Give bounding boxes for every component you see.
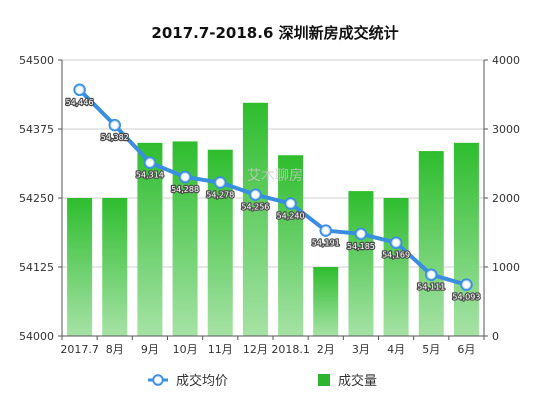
- legend-bar-swatch: [318, 374, 330, 386]
- x-tick-label: 5月: [422, 343, 440, 356]
- price-point: [178, 170, 192, 184]
- x-tick-label: 12月: [243, 343, 268, 356]
- bar: [172, 141, 198, 336]
- legend-label-volume: 成交量: [338, 373, 377, 389]
- bar: [102, 198, 128, 336]
- bar: [242, 102, 268, 336]
- right-tick-label: 1000: [492, 261, 520, 274]
- x-tick-label: 2月: [317, 343, 335, 356]
- data-label: 54,111: [417, 283, 445, 292]
- data-label: 54,288: [171, 185, 199, 194]
- bar: [348, 191, 374, 336]
- data-label: 54,240: [277, 212, 305, 221]
- legend-label-price: 成交均价: [176, 373, 228, 389]
- data-label: 54,185: [347, 242, 375, 251]
- right-tick-label: 4000: [492, 54, 520, 67]
- data-label: 54,278: [206, 191, 234, 200]
- x-tick-label: 9月: [141, 343, 159, 356]
- right-tick-label: 3000: [492, 123, 520, 136]
- data-label: 54,093: [452, 293, 480, 302]
- left-tick-label: 54375: [19, 123, 54, 136]
- price-point: [143, 156, 157, 169]
- left-tick-label: 54125: [19, 261, 54, 274]
- data-label: 54,169: [382, 251, 410, 260]
- left-tick-label: 54500: [19, 54, 54, 67]
- bar: [383, 198, 409, 336]
- price-point: [425, 268, 438, 281]
- x-tick-label: 11月: [208, 343, 233, 356]
- bar: [313, 267, 339, 336]
- data-label: 54,191: [312, 239, 340, 248]
- price-point: [249, 188, 262, 201]
- price-point: [284, 197, 297, 210]
- x-tick-label: 4月: [387, 343, 405, 356]
- x-tick-label: 2017.7: [60, 343, 99, 356]
- price-point: [73, 83, 86, 97]
- bar-layer: [67, 102, 479, 336]
- chart-title: 2017.7-2018.6 深圳新房成交统计: [151, 24, 398, 42]
- x-tick-label: 2018.1: [271, 343, 310, 356]
- data-label: 54,314: [136, 171, 164, 180]
- data-label: 54,446: [66, 98, 94, 107]
- price-point: [354, 227, 368, 241]
- x-tick-label: 6月: [457, 343, 475, 356]
- price-line: [77, 87, 469, 287]
- bar: [418, 151, 444, 336]
- axis-layer: 54000 54125 54250 54375 54500 0 1000 2000 3000 40…: [19, 54, 520, 356]
- price-point: [319, 224, 332, 237]
- bar: [137, 142, 163, 336]
- right-tick-label: 0: [492, 330, 499, 343]
- right-tick-label: 2000: [492, 192, 520, 205]
- x-tick-label: 8月: [106, 343, 124, 356]
- price-point: [214, 176, 227, 189]
- legend-line-marker: [152, 374, 164, 386]
- x-tick-label: 10月: [173, 343, 198, 356]
- line-layer: 54,446 54,382 54,314 54,288 54,278 54,256 54,2…: [64, 83, 482, 303]
- bar: [67, 198, 93, 336]
- bar: [278, 155, 304, 336]
- price-point: [108, 118, 121, 132]
- price-point: [389, 236, 403, 249]
- watermark: 艾木聊房: [247, 168, 303, 184]
- price-point: [460, 278, 473, 291]
- data-label: 54,256: [241, 203, 269, 212]
- data-label: 54,382: [101, 133, 129, 142]
- left-tick-label: 54000: [19, 330, 54, 343]
- x-tick-label: 3月: [352, 343, 370, 356]
- bar: [453, 142, 479, 336]
- left-tick-label: 54250: [19, 192, 54, 205]
- legend: 成交均价 成交量: [148, 373, 377, 389]
